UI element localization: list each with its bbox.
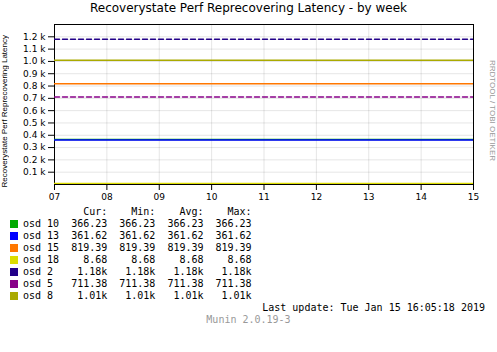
html-text:Recoverystate Perf Reprecoveri: Recoverystate Perf Reprecovering Latency… [90, 1, 407, 15]
html-text:osd 2: osd 2 [23, 266, 54, 277]
svg-text:1.2 k: 1.2 k [23, 32, 46, 42]
svg-text:0.8 k: 0.8 k [23, 81, 46, 91]
html-text:361.62: 361.62 [167, 230, 204, 241]
html-text:1.01k: 1.01k [77, 290, 108, 301]
html-text:711.38: 711.38 [167, 278, 204, 289]
svg-text:13: 13 [363, 192, 374, 202]
svg-text:0.3 k: 0.3 k [23, 142, 46, 152]
html-text:366.23: 366.23 [71, 218, 108, 229]
svg-text:0.9 k: 0.9 k [23, 69, 46, 79]
html-text:1.01k: 1.01k [125, 290, 156, 301]
html-text:osd 13: osd 13 [23, 230, 60, 241]
svg-text:0.1 k: 0.1 k [23, 167, 46, 177]
html-text:819.39: 819.39 [119, 242, 156, 253]
html-text:819.39: 819.39 [167, 242, 204, 253]
html-text:8.68: 8.68 [131, 254, 156, 265]
html-text:RRDTOOL / TOBI OETIKER: RRDTOOL / TOBI OETIKER [488, 60, 497, 162]
html-text:8.68: 8.68 [227, 254, 252, 265]
svg-text:09: 09 [154, 192, 166, 202]
html-text:8.68: 8.68 [179, 254, 204, 265]
html-text:361.62: 361.62 [215, 230, 252, 241]
svg-text:0.4 k: 0.4 k [23, 130, 46, 140]
svg-text:11: 11 [258, 192, 269, 202]
html-text:Min:: Min: [131, 206, 156, 217]
html-text:711.38: 711.38 [119, 278, 156, 289]
svg-text:10: 10 [206, 192, 218, 202]
html-text:1.18k: 1.18k [173, 266, 204, 277]
svg-text:1.1 k: 1.1 k [23, 44, 46, 54]
svg-text:14: 14 [415, 192, 427, 202]
html-text:osd 5: osd 5 [23, 278, 54, 289]
html-text:1.18k: 1.18k [125, 266, 156, 277]
html-text:711.38: 711.38 [215, 278, 252, 289]
html-text:1.01k: 1.01k [221, 290, 252, 301]
svg-text:0.6 k: 0.6 k [23, 106, 46, 116]
html-text:osd 10: osd 10 [23, 218, 60, 229]
svg-text:08: 08 [101, 192, 113, 202]
svg-text:12: 12 [311, 192, 322, 202]
html-text:1.18k: 1.18k [221, 266, 252, 277]
html-text:Cur:: Cur: [83, 206, 108, 217]
html-text:osd 8: osd 8 [23, 290, 54, 301]
html-text:Recoverystate Perf Reprecoveri: Recoverystate Perf Reprecovering Latency [0, 34, 9, 188]
html-text:361.62: 361.62 [119, 230, 156, 241]
html-text:366.23: 366.23 [167, 218, 204, 229]
html-text:Avg:: Avg: [179, 206, 204, 217]
html-text:osd 18: osd 18 [23, 254, 60, 265]
html-text:osd 15: osd 15 [23, 242, 60, 253]
html-text:819.39: 819.39 [71, 242, 108, 253]
html-text:711.38: 711.38 [71, 278, 108, 289]
html-text:Last update: Tue Jan 15 16:05:: Last update: Tue Jan 15 16:05:18 2019 [262, 302, 485, 313]
html-text:8.68: 8.68 [83, 254, 108, 265]
html-text:366.23: 366.23 [119, 218, 156, 229]
svg-text:0.7 k: 0.7 k [23, 93, 46, 103]
html-text:366.23: 366.23 [215, 218, 252, 229]
svg-text:07: 07 [49, 192, 60, 202]
svg-text:15: 15 [468, 192, 479, 202]
html-text:361.62: 361.62 [71, 230, 108, 241]
html-text:819.39: 819.39 [215, 242, 252, 253]
svg-text:0.2 k: 0.2 k [23, 155, 46, 165]
html-text:Munin 2.0.19-3: Munin 2.0.19-3 [206, 314, 291, 325]
html-text:1.01k: 1.01k [173, 290, 204, 301]
html-text:1.18k: 1.18k [77, 266, 108, 277]
html-text:Max:: Max: [227, 206, 252, 217]
svg-text:0.5 k: 0.5 k [23, 118, 46, 128]
svg-text:1.0 k: 1.0 k [23, 56, 46, 66]
